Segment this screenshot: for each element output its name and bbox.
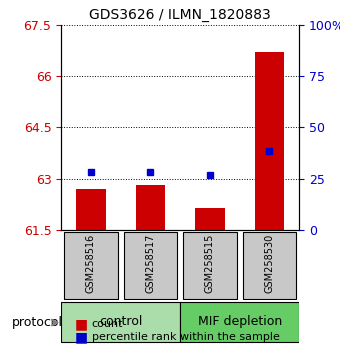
FancyBboxPatch shape xyxy=(243,232,296,299)
Bar xyxy=(76,189,106,230)
Bar xyxy=(255,52,284,230)
FancyBboxPatch shape xyxy=(183,232,237,299)
Bar xyxy=(136,185,165,230)
Text: GSM258530: GSM258530 xyxy=(265,234,274,293)
Title: GDS3626 / ILMN_1820883: GDS3626 / ILMN_1820883 xyxy=(89,8,271,22)
Text: GSM258515: GSM258515 xyxy=(205,234,215,293)
Text: ■: ■ xyxy=(75,317,88,331)
FancyBboxPatch shape xyxy=(124,232,177,299)
Text: GSM258516: GSM258516 xyxy=(86,234,96,293)
Text: protocol: protocol xyxy=(11,316,62,329)
Text: control: control xyxy=(99,315,142,328)
Text: ■: ■ xyxy=(75,330,88,344)
FancyBboxPatch shape xyxy=(180,302,299,342)
Text: percentile rank within the sample: percentile rank within the sample xyxy=(92,332,280,342)
Text: MIF depletion: MIF depletion xyxy=(198,315,282,328)
Text: count: count xyxy=(92,319,123,329)
Bar xyxy=(195,207,225,230)
Text: GSM258517: GSM258517 xyxy=(146,234,155,293)
FancyBboxPatch shape xyxy=(61,302,180,342)
FancyBboxPatch shape xyxy=(64,232,118,299)
